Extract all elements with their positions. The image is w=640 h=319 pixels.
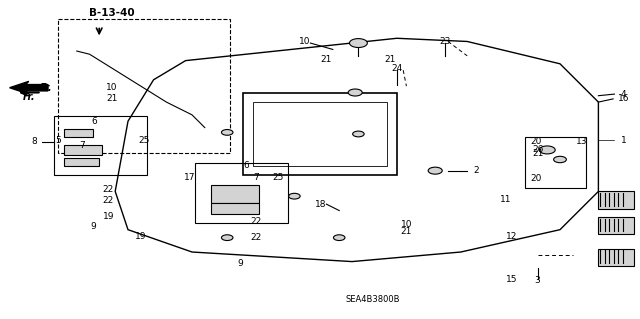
Ellipse shape: [289, 193, 300, 199]
Ellipse shape: [353, 131, 364, 137]
Text: 21: 21: [321, 55, 332, 63]
Ellipse shape: [554, 156, 566, 163]
Text: 4: 4: [621, 90, 627, 99]
Text: 22: 22: [102, 197, 113, 205]
Ellipse shape: [349, 39, 367, 48]
Text: 20: 20: [530, 137, 541, 146]
Bar: [211, 203, 259, 214]
Text: 22: 22: [102, 185, 113, 194]
Bar: [64, 129, 93, 137]
Text: 20: 20: [530, 174, 541, 183]
Text: 17: 17: [184, 173, 195, 182]
Text: Fr.: Fr.: [22, 92, 35, 102]
Text: 25: 25: [273, 173, 284, 182]
Ellipse shape: [428, 167, 442, 174]
Text: B-13-40: B-13-40: [89, 8, 135, 18]
Ellipse shape: [540, 146, 556, 154]
Text: 24: 24: [391, 64, 403, 73]
Text: 26: 26: [532, 145, 543, 154]
Text: 5: 5: [55, 136, 61, 145]
Text: 11: 11: [500, 195, 511, 204]
Text: SEA4B3800B: SEA4B3800B: [345, 295, 400, 304]
Text: 13: 13: [576, 137, 588, 146]
Text: Fr.: Fr.: [40, 83, 52, 93]
Text: 9: 9: [237, 259, 243, 268]
Ellipse shape: [221, 130, 233, 135]
Text: 22: 22: [250, 233, 262, 242]
Text: 21: 21: [532, 149, 543, 158]
Text: 6: 6: [244, 161, 249, 170]
Bar: [64, 158, 99, 166]
Text: 12: 12: [506, 232, 518, 241]
Text: 21: 21: [385, 55, 396, 63]
Text: 3: 3: [535, 276, 540, 285]
Text: 23: 23: [439, 37, 451, 46]
Text: 6: 6: [92, 117, 97, 126]
Text: 22: 22: [250, 217, 262, 226]
Bar: [64, 145, 102, 155]
Text: 9: 9: [90, 222, 95, 231]
Text: 25: 25: [138, 136, 150, 145]
Text: 21: 21: [401, 227, 412, 236]
Text: 7: 7: [79, 141, 84, 150]
Text: 2: 2: [474, 166, 479, 175]
Bar: [211, 185, 259, 203]
Text: 19: 19: [135, 232, 147, 241]
Bar: [598, 217, 634, 234]
Ellipse shape: [348, 89, 362, 96]
Ellipse shape: [221, 235, 233, 241]
Text: 15: 15: [506, 275, 518, 284]
Text: 1: 1: [621, 136, 627, 145]
Text: 19: 19: [103, 212, 115, 221]
Text: 10: 10: [106, 83, 118, 92]
Bar: [598, 249, 634, 266]
Polygon shape: [10, 81, 48, 94]
Text: 21: 21: [106, 94, 118, 103]
Text: 18: 18: [315, 200, 326, 209]
Text: 10: 10: [401, 220, 412, 229]
Text: 8: 8: [31, 137, 37, 146]
Ellipse shape: [333, 235, 345, 241]
Text: 7: 7: [253, 173, 259, 182]
Text: 16: 16: [618, 94, 629, 103]
Text: 10: 10: [299, 37, 310, 46]
Bar: [598, 191, 634, 209]
